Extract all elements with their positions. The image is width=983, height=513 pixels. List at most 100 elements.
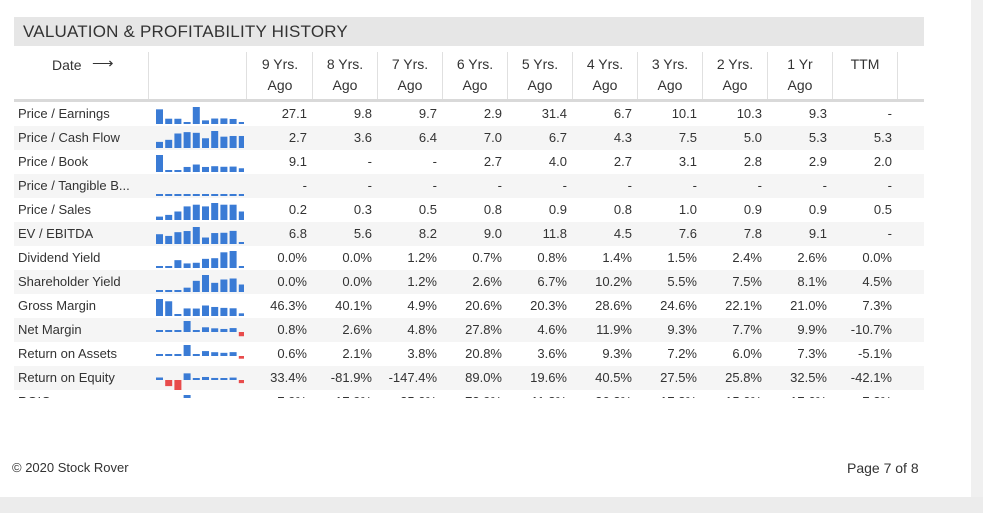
sparkline-bar [211,118,219,124]
table-cell: 11.8 [542,226,567,241]
sparkline-bar [183,122,191,124]
sparkline [156,131,244,148]
sparkline-bar [165,214,173,220]
table-cell: 2.6% [472,274,502,289]
table-cell: 8.1% [797,274,827,289]
table-cell: -42.1% [850,370,892,385]
sparkline-bar [165,380,173,387]
table-cell: 0.7% [472,250,502,265]
table-cell: - [887,106,892,121]
sparkline-bar [211,233,219,244]
section-title: VALUATION & PROFITABILITY HISTORY [23,22,348,41]
header-divider [246,52,247,99]
table-cell: 4.0 [548,154,567,169]
column-header: TTM [833,52,898,99]
sparkline-bar [165,330,173,332]
table-cell: 9.3% [667,322,697,337]
sparkline-bar [156,299,163,316]
table-cell: 2.4% [732,250,762,265]
table-cell: 40.5% [595,370,632,385]
table-cell: 25.8% [725,370,762,385]
table-cell: 27.1 [281,106,307,121]
row-label: Price / Cash Flow [18,130,120,145]
table-cell: 27.8% [465,322,502,337]
table-cell: 5.0 [743,130,762,145]
column-header: 3 Yrs. Ago [638,52,703,99]
sparkline-bar [211,282,219,292]
sparkline-bar [202,275,209,292]
table-cell: 1.0 [678,202,697,217]
sparkline-bar [238,380,244,384]
sparkline-bar [229,352,237,356]
table-cell: 6.4 [418,130,437,145]
column-header-line1: 3 Yrs. [651,56,689,72]
sparkline-bar [174,330,182,332]
table-cell: 2.1% [342,346,372,361]
table-cell: 17.9% [312,394,372,398]
table-cell: 33.4% [270,370,307,385]
table-cell: 3.8% [407,346,437,361]
column-header-line2: Ago [332,77,358,93]
table-header: Date ⟶ 9 Yrs. Ago 8 Yrs. Ago 7 Yrs. Ago 6 Yrs.… [0,52,930,102]
sparkline-bar [183,308,191,316]
sparkline-bar [183,395,191,398]
table-cell: - [822,178,827,193]
table-cell: 9.9% [797,322,827,337]
sparkline-bar [192,107,200,124]
sparkline-bar [192,132,200,148]
table-cell: 8.2 [418,226,437,241]
sparkline-bar [220,166,228,172]
table-cell: -10.7% [850,322,892,337]
column-header: 8 Yrs. Ago [313,52,378,99]
column-header-line1: 5 Yrs. [521,56,559,72]
sparkline-bar [238,135,244,148]
table-cell: 9.1 [288,154,307,169]
table-row: Price / Cash Flow 2.7 3.6 6.4 7.0 6.7 4.3 7.5 5.… [14,126,924,150]
header-underline [14,99,924,102]
sparkline-bar [202,166,209,172]
sparkline [156,275,244,292]
sparkline-bar [192,164,200,172]
sparkline [156,321,244,337]
table-cell: 6.7 [613,106,632,121]
column-header: 2 Yrs. Ago [703,52,768,99]
table-cell: 11.8% [507,394,567,398]
table-cell: 25.0% [377,394,437,398]
table-cell: -5.1% [858,346,892,361]
row-label: Net Margin [18,322,82,337]
table-cell: 6.8 [288,226,307,241]
table-cell: 5.3 [873,130,892,145]
table-cell: 0.9 [548,202,567,217]
table-cell: 2.6% [797,250,827,265]
page-number: Page 7 of 8 [847,460,919,476]
sparkline-bar [202,194,209,196]
row-label: ROIC [18,394,148,398]
row-label: Return on Equity [18,370,115,385]
table-cell: 2.7 [613,154,632,169]
sparkline-bar [202,237,209,244]
sparkline-bar [220,252,228,268]
sparkline-bar [229,308,237,316]
section-title-bar: VALUATION & PROFITABILITY HISTORY [14,17,924,46]
sparkline [156,373,244,390]
table-cell: 4.6% [537,322,567,337]
table-cell: 7.3% [862,298,892,313]
sparkline-bar [220,194,228,196]
table-cell: 9.0 [483,226,502,241]
sparkline-bar [183,194,191,196]
sparkline-bar [156,155,163,172]
sparkline [156,194,244,196]
sparkline-bar [238,356,244,359]
table-cell: 10.2% [595,274,632,289]
column-header-line1: 2 Yrs. [716,56,754,72]
table-cell: 2.9 [483,106,502,121]
row-label: Shareholder Yield [18,274,121,289]
sparkline-bar [174,232,182,244]
table-cell: 1.5% [667,250,697,265]
table-cell: 24.6% [660,298,697,313]
sparkline-bar [229,230,237,244]
report-page: VALUATION & PROFITABILITY HISTORY Date ⟶… [0,17,930,476]
sparkline-bar [202,120,209,124]
table-cell: - [497,178,502,193]
sparkline-bar [156,354,163,356]
